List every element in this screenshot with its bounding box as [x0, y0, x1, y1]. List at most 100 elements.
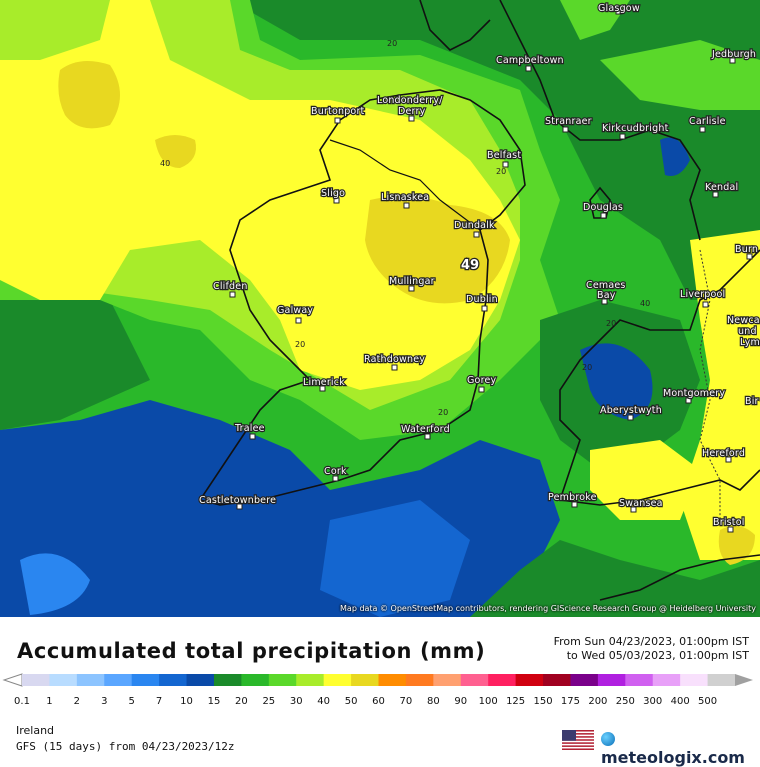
- contour-label: 20: [387, 39, 397, 48]
- legend-swatch: [351, 674, 379, 686]
- color-legend: 0.1 1 2 3 5 7 10 15 20 25 30 40 50 60 70 80 90 100 125 150 1…: [0, 669, 760, 724]
- field-7mm-south: [320, 500, 470, 617]
- city-dot: [727, 526, 734, 533]
- legend-swatch: [296, 674, 325, 686]
- legend-swatch: [159, 674, 188, 686]
- contour-label: 20: [496, 167, 506, 176]
- city-label: Swansea: [619, 498, 663, 509]
- city-label: Limerick: [303, 377, 345, 388]
- legend-swatch: [76, 674, 105, 686]
- city-label: Clifden: [213, 281, 248, 292]
- city-label: Waterford: [401, 424, 450, 435]
- city-dot: [478, 386, 485, 393]
- field-50mm-b: [155, 135, 196, 168]
- legend-tick-label: 25: [262, 696, 275, 707]
- scotland-coast: [499, 0, 701, 241]
- field-10mm-wales-core: [580, 343, 653, 420]
- city-label: Jedburgh: [711, 49, 756, 60]
- legend-swatch: [323, 674, 352, 686]
- coastlines: [198, 0, 760, 601]
- legend-swatch: [433, 674, 462, 686]
- brand-logo[interactable]: meteologix.com: [601, 729, 760, 767]
- city-label: Cork: [324, 466, 347, 477]
- legend-swatch: [570, 674, 599, 686]
- city-dot: [391, 364, 398, 371]
- city-dot: [502, 161, 509, 168]
- city-label: Stranraer: [545, 116, 592, 127]
- kintyre-coast: [419, 0, 491, 51]
- contour-label: 20: [438, 408, 448, 417]
- field-30mm-nw: [0, 0, 110, 60]
- period-to: to Wed 05/03/2023, 01:00pm IST: [566, 649, 749, 662]
- legend-tick-label: 2: [74, 696, 80, 707]
- precipitation-map[interactable]: 20 40 20 20 40 20 20 20 49 Glasgow Jedbu…: [0, 0, 760, 617]
- city-label: Dundalk: [454, 220, 495, 231]
- map-footer: Accumulated total precipitation (mm) Fro…: [0, 617, 760, 767]
- isle-of-man-coast: [589, 186, 611, 219]
- city-dot: [333, 197, 340, 204]
- city-label: Belfast: [487, 150, 521, 161]
- legend-tick-label: 125: [506, 696, 525, 707]
- ni-border: [329, 139, 481, 231]
- field-20mm-ne: [600, 40, 760, 110]
- legend-arrow-left: [2, 673, 23, 687]
- legend-swatch: [213, 674, 242, 686]
- city-label: Burn: [735, 244, 758, 255]
- legend-swatch: [625, 674, 654, 686]
- city-label: Campbeltown: [496, 55, 564, 66]
- city-label: Bristol: [713, 517, 745, 528]
- legend-tick-label: 80: [427, 696, 440, 707]
- city-label: Montgomery: [663, 388, 725, 399]
- legend-tick-label: 60: [372, 696, 385, 707]
- field-15mm-west: [0, 260, 150, 430]
- city-dot: [408, 285, 415, 292]
- max-value-marker: 49: [461, 258, 479, 273]
- city-label: Cemaes: [586, 280, 626, 291]
- legend-tick-label: 175: [561, 696, 580, 707]
- city-label: Glasgow: [598, 3, 640, 14]
- city-label: Lym: [740, 337, 760, 348]
- legend-tick-label: 50: [345, 696, 358, 707]
- field-50mm-c: [365, 196, 510, 304]
- legend-tick-label: 400: [671, 696, 690, 707]
- brand-name: meteologix.com: [601, 748, 745, 767]
- field-15mm-se: [470, 540, 760, 617]
- legend-tick-label: 40: [317, 696, 330, 707]
- city-label: Newca: [727, 315, 760, 326]
- legend-tick-label: 7: [156, 696, 162, 707]
- legend-tick-label: 1: [46, 696, 52, 707]
- city-dot: [712, 191, 719, 198]
- city-dot: [685, 397, 692, 404]
- wales-england-border: [699, 249, 721, 520]
- city-label: Aberystwyth: [600, 405, 662, 416]
- city-dot: [627, 414, 634, 421]
- legend-tick-label: 5: [129, 696, 135, 707]
- city-dot: [236, 503, 243, 510]
- city-label: Sligo: [321, 188, 345, 199]
- legend-swatch: [597, 674, 626, 686]
- legend-swatch: [186, 674, 215, 686]
- field-5mm-sw: [20, 553, 90, 615]
- legend-swatch: [22, 674, 50, 686]
- city-label: Pembroke: [548, 492, 597, 503]
- ireland-coast: [198, 89, 526, 506]
- city-dot: [249, 433, 256, 440]
- legend-swatch: [488, 674, 517, 686]
- us-flag-icon[interactable]: [562, 730, 594, 750]
- field-40mm-england: [680, 230, 760, 560]
- city-label: Galway: [277, 305, 313, 316]
- city-dot: [619, 133, 626, 140]
- legend-swatch: [131, 674, 160, 686]
- legend-tick-label: 200: [588, 696, 607, 707]
- city-dot: [424, 433, 431, 440]
- city-dot: [600, 212, 607, 219]
- city-dot: [332, 475, 339, 482]
- city-label: Bir: [745, 396, 759, 407]
- city-label: Carlisle: [689, 116, 726, 127]
- chart-title: Accumulated total precipitation (mm): [17, 639, 486, 663]
- city-dot: [334, 117, 341, 124]
- city-label: Rathdowney: [364, 354, 425, 365]
- globe-icon: [601, 732, 615, 746]
- legend-swatch: [241, 674, 270, 686]
- city-dot: [571, 501, 578, 508]
